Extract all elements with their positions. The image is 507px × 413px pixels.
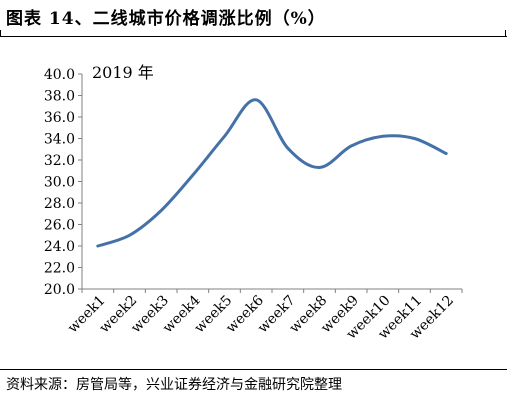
y-tick-label: 40.0 [44, 67, 75, 83]
title-underline [0, 36, 507, 37]
data-point-week7 [286, 147, 289, 150]
y-tick-label: 36.0 [44, 110, 75, 126]
data-point-week12 [445, 152, 448, 155]
series-lines [96, 98, 448, 248]
data-point-week9 [350, 145, 353, 148]
data-point-week1 [96, 245, 99, 248]
y-tick-label: 32.0 [44, 153, 75, 169]
y-axis-ticks: 20.0 22.0 24.0 26.0 28.0 30.0 32.0 34.0 36.0 38.0… [44, 67, 82, 298]
y-tick-label: 38.0 [44, 89, 75, 105]
source-divider [0, 369, 507, 370]
year-annotation: 2019 年 [92, 63, 154, 82]
y-tick-label: 20.0 [44, 282, 75, 298]
chart-title: 图表 14、二线城市价格调涨比例（%） [6, 9, 326, 29]
title-rule-right-tick [505, 30, 506, 36]
source-note: 资料来源：房管局等，兴业证券经济与金融研究院整理 [6, 377, 342, 393]
y-tick-label: 34.0 [44, 132, 75, 148]
data-point-week11 [413, 137, 416, 140]
x-axis-ticks: week1week2week3week4week5week6week7week8… [65, 289, 463, 343]
data-point-week2 [128, 234, 131, 237]
data-point-week3 [160, 209, 163, 212]
data-point-week4 [191, 174, 194, 177]
chart-axes [81, 74, 462, 290]
line-chart: 20.0 22.0 24.0 26.0 28.0 30.0 32.0 34.0 36.0 38.0… [44, 63, 463, 343]
data-point-week6 [255, 98, 258, 101]
data-point-week8 [318, 166, 321, 169]
y-tick-label: 24.0 [44, 239, 75, 255]
y-tick-label: 30.0 [44, 175, 75, 191]
series-line-0 [96, 98, 448, 248]
y-tick-label: 26.0 [44, 218, 75, 234]
data-point-week5 [223, 135, 226, 138]
y-tick-label: 22.0 [44, 261, 75, 277]
y-tick-label: 28.0 [44, 196, 75, 212]
title-rule-left-tick [0, 30, 1, 36]
data-point-week10 [381, 135, 384, 138]
